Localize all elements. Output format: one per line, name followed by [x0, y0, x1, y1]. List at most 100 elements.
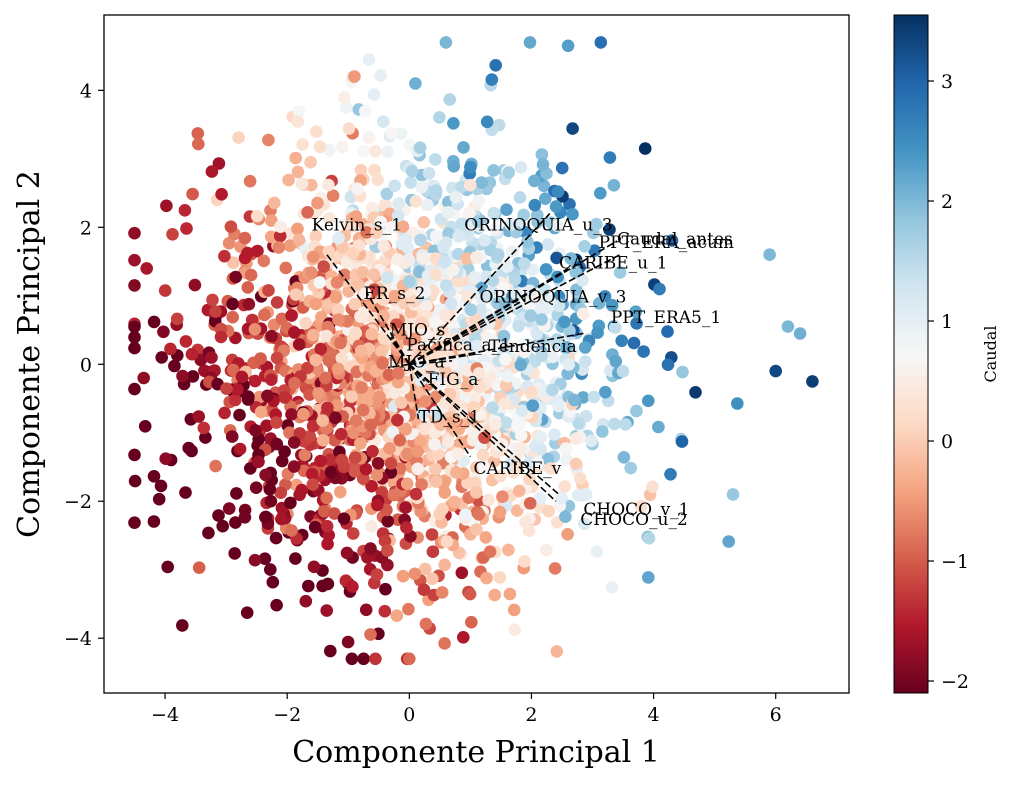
scatter-point: [380, 271, 394, 285]
colorbar-tick-label: 2: [941, 191, 953, 213]
scatter-point: [192, 561, 206, 574]
scatter-point: [182, 441, 195, 455]
scatter-point: [605, 581, 619, 594]
scatter-point: [354, 310, 367, 323]
scatter-point: [238, 251, 252, 265]
scatter-point: [419, 395, 432, 408]
scatter-point: [299, 316, 313, 330]
scatter-point: [524, 309, 537, 323]
scatter-point: [227, 256, 240, 270]
y-axis-label: Componente Principal 2: [12, 170, 47, 538]
scatter-point: [229, 516, 242, 529]
scatter-point: [178, 204, 192, 217]
x-tick-label: 4: [648, 704, 660, 726]
scatter-point: [283, 426, 296, 440]
scatter-point: [537, 179, 551, 193]
scatter-point: [289, 288, 303, 301]
scatter-point: [508, 623, 522, 637]
scatter-point: [590, 545, 604, 558]
scatter-point: [480, 115, 494, 129]
scatter-point: [521, 235, 534, 249]
scatter-point: [562, 358, 575, 371]
scatter-point: [291, 115, 305, 128]
scatter-point: [383, 442, 396, 455]
loading-vectors: [326, 213, 621, 502]
scatter-point: [417, 216, 431, 229]
scatter-point: [170, 312, 184, 326]
scatter-point: [319, 371, 332, 385]
scatter-point: [535, 313, 548, 326]
scatter-point: [248, 374, 262, 388]
scatter-point: [285, 408, 298, 421]
scatter-point: [526, 399, 540, 413]
scatter-point: [270, 598, 283, 612]
scatter-point: [176, 369, 189, 383]
scatter-point: [396, 220, 410, 233]
scatter-point: [324, 644, 337, 658]
scatter-point: [334, 336, 347, 350]
scatter-point: [722, 535, 735, 548]
scatter-point: [528, 174, 541, 188]
scatter-point: [444, 297, 458, 311]
scatter-point: [439, 36, 453, 49]
scatter-point: [337, 512, 351, 525]
scatter-point: [416, 252, 430, 265]
scatter-point: [228, 393, 242, 407]
scatter-point: [438, 637, 451, 650]
scatter-point: [320, 491, 333, 505]
scatter-point: [262, 133, 275, 147]
scatter-point: [617, 451, 631, 464]
scatter-point: [501, 370, 514, 383]
scatter-point: [282, 173, 295, 187]
scatter-point: [147, 515, 161, 528]
scatter-point: [238, 231, 252, 245]
scatter-point: [541, 238, 555, 251]
scatter-point: [264, 563, 277, 576]
scatter-point: [414, 233, 427, 247]
scatter-point: [202, 526, 215, 540]
scatter-point: [483, 545, 497, 558]
scatter-point: [186, 370, 200, 383]
scatter-point: [569, 457, 583, 471]
scatter-point: [475, 176, 488, 189]
scatter-point: [367, 268, 381, 281]
scatter-point: [128, 320, 141, 334]
loading-vector: [408, 364, 420, 420]
scatter-point: [470, 486, 483, 499]
scatter-point: [624, 461, 637, 475]
scatter-point: [250, 209, 264, 223]
scatter-point: [608, 321, 622, 334]
scatter-point: [442, 206, 455, 219]
scatter-point: [396, 569, 410, 583]
scatter-point: [270, 437, 284, 451]
scatter-point: [311, 196, 324, 210]
scatter-point: [265, 214, 278, 227]
scatter-point: [254, 405, 268, 419]
scatter-point: [566, 122, 579, 135]
scatter-point: [525, 386, 538, 399]
scatter-point: [429, 316, 442, 329]
scatter-point: [781, 320, 795, 333]
scatter-point: [440, 535, 454, 548]
scatter-point: [433, 111, 446, 124]
scatter-point: [166, 228, 179, 241]
scatter-point: [627, 336, 641, 350]
scatter-point: [487, 206, 501, 220]
scatter-point: [214, 330, 228, 344]
scatter-point: [560, 341, 573, 354]
scatter-point: [429, 184, 443, 197]
loading-label: PPT_ERA_acum: [599, 233, 734, 253]
scatter-point: [414, 435, 427, 449]
scatter-point: [364, 418, 377, 432]
scatter-point: [420, 328, 434, 342]
scatter-point: [147, 470, 161, 483]
colorbar-tick-label: 1: [941, 311, 953, 333]
scatter-point: [463, 587, 477, 601]
scatter-point: [216, 519, 229, 533]
scatter-point: [382, 368, 396, 382]
scatter-point: [442, 435, 455, 449]
scatter-point: [665, 234, 679, 247]
loading-label: Tendencia: [489, 337, 577, 357]
scatter-point: [443, 93, 457, 106]
scatter-point: [447, 160, 461, 173]
